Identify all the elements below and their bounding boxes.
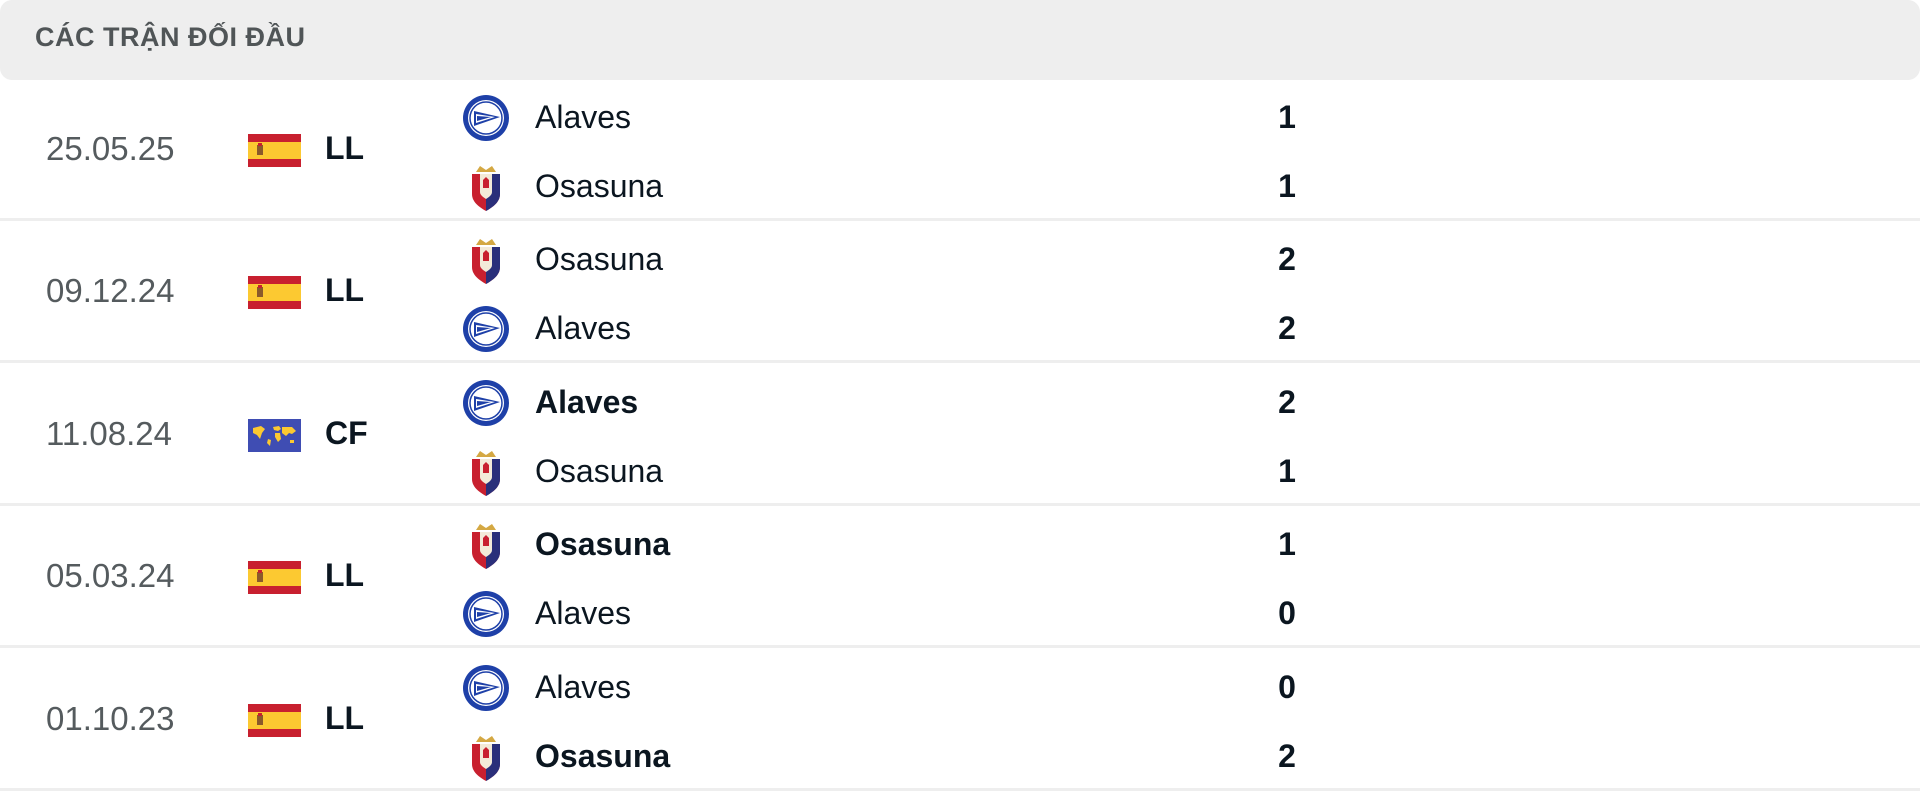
osasuna-logo-icon xyxy=(462,520,510,570)
team-line: Alaves 1 xyxy=(462,93,1362,143)
team-line: Osasuna 1 xyxy=(462,447,1362,497)
league-code: LL xyxy=(325,130,365,166)
match-date: 05.03.24 xyxy=(46,557,175,595)
match-date: 25.05.25 xyxy=(46,130,175,167)
spain-flag-icon xyxy=(248,703,301,737)
league-code: CF xyxy=(325,414,368,451)
team-line: Osasuna 1 xyxy=(462,520,1362,570)
team-line: Alaves 0 xyxy=(462,589,1362,639)
league-code: LL xyxy=(325,557,365,594)
team-score: 1 xyxy=(1278,452,1296,489)
section-header: CÁC TRẬN ĐỐI ĐẦU xyxy=(0,0,1920,80)
team-score: 0 xyxy=(1278,595,1296,632)
team-score: 2 xyxy=(1278,241,1296,278)
match-row[interactable]: 05.03.24 LL Osasuna 1 Alaves 0 xyxy=(0,507,1920,649)
team-score: 0 xyxy=(1278,668,1296,705)
alaves-logo-icon xyxy=(462,304,510,354)
team-line: Osasuna 2 xyxy=(462,235,1362,285)
spain-flag-icon xyxy=(248,134,301,167)
alaves-logo-icon xyxy=(462,378,510,428)
team-name: Alaves xyxy=(535,668,632,705)
team-line: Alaves 2 xyxy=(462,378,1362,428)
team-line: Alaves 2 xyxy=(462,304,1362,354)
spain-flag-icon xyxy=(248,276,301,310)
team-score: 1 xyxy=(1278,526,1296,563)
match-row[interactable]: 25.05.25 LL Alaves 1 Osasuna 1 xyxy=(0,80,1920,221)
osasuna-logo-icon xyxy=(462,732,510,782)
team-name: Alaves xyxy=(535,99,632,135)
alaves-logo-icon xyxy=(462,93,510,143)
team-score: 2 xyxy=(1278,383,1296,420)
osasuna-logo-icon xyxy=(462,235,510,285)
team-name: Osasuna xyxy=(535,241,664,278)
team-line: Alaves 0 xyxy=(462,663,1362,713)
match-row[interactable]: 11.08.24 CF Alaves 2 Osasuna 1 xyxy=(0,365,1920,506)
match-row[interactable]: 09.12.24 LL Osasuna 2 Alaves 2 xyxy=(0,222,1920,364)
team-score: 1 xyxy=(1278,168,1296,204)
team-name: Osasuna xyxy=(535,452,664,489)
team-name: Osasuna xyxy=(535,737,671,774)
team-name: Alaves xyxy=(535,383,639,420)
team-score: 2 xyxy=(1278,737,1296,774)
team-name: Alaves xyxy=(535,595,632,632)
alaves-logo-icon xyxy=(462,663,510,713)
league-code: LL xyxy=(325,272,365,309)
alaves-logo-icon xyxy=(462,589,510,639)
section-title: CÁC TRẬN ĐỐI ĐẦU xyxy=(35,22,306,52)
spain-flag-icon xyxy=(248,561,301,595)
team-line: Osasuna 1 xyxy=(462,162,1362,212)
team-line: Osasuna 2 xyxy=(462,732,1362,782)
league-code: LL xyxy=(325,699,365,736)
team-name: Alaves xyxy=(535,310,632,347)
team-name: Osasuna xyxy=(535,526,671,563)
team-score: 1 xyxy=(1278,99,1296,135)
team-name: Osasuna xyxy=(535,168,664,204)
osasuna-logo-icon xyxy=(462,162,510,212)
match-row[interactable]: 01.10.23 LL Alaves 0 Osasuna 2 xyxy=(0,650,1920,791)
world-flag-icon xyxy=(248,418,301,452)
team-score: 2 xyxy=(1278,310,1296,347)
match-date: 11.08.24 xyxy=(46,414,173,452)
match-date: 09.12.24 xyxy=(46,272,175,310)
osasuna-logo-icon xyxy=(462,447,510,497)
match-date: 01.10.23 xyxy=(46,699,175,737)
